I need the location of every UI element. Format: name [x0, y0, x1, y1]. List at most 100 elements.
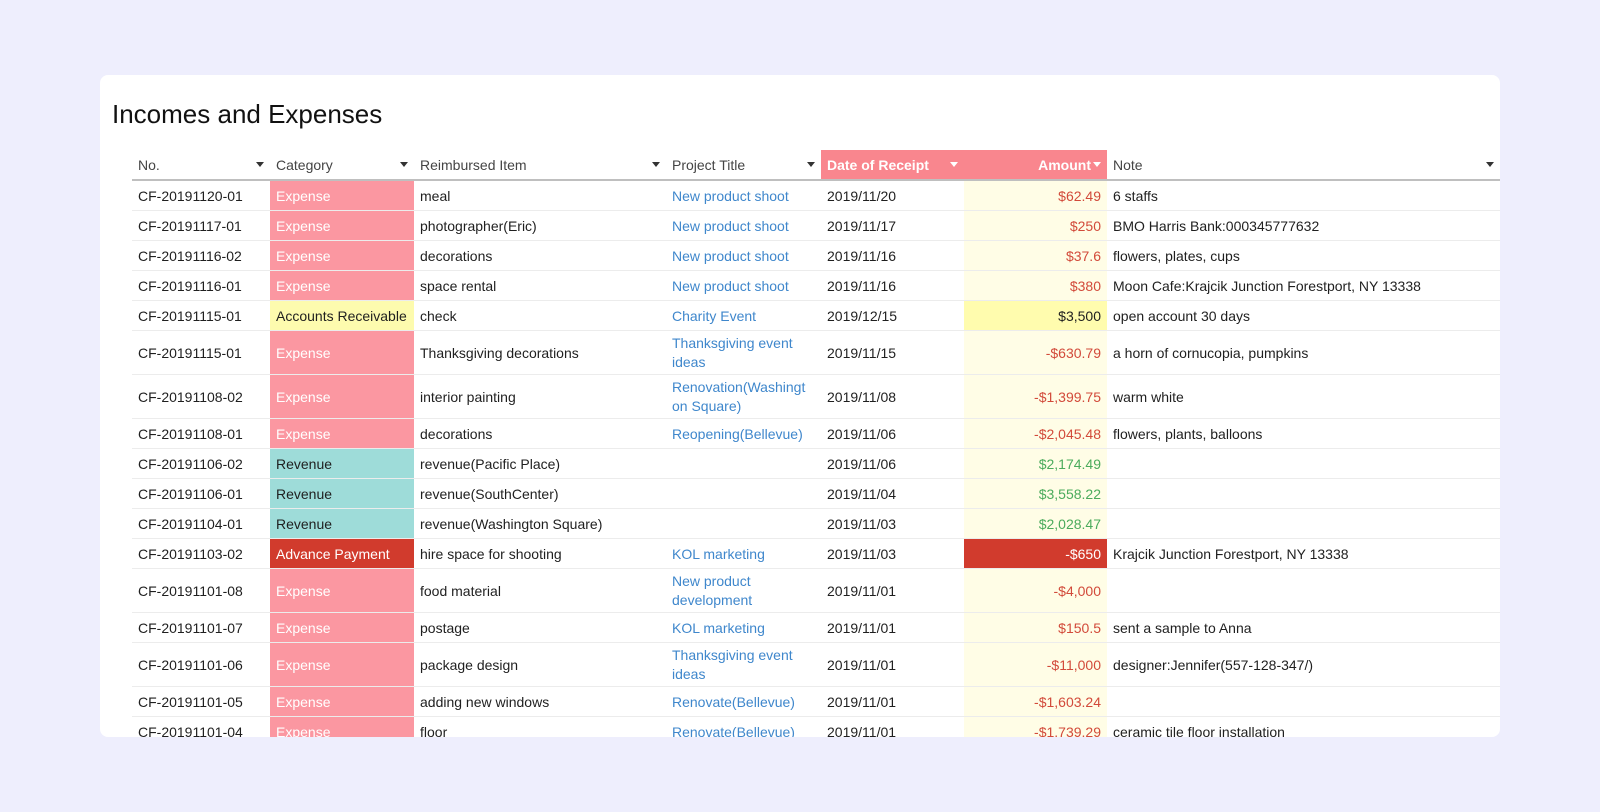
- cell-date-of-receipt[interactable]: 2019/11/16: [827, 277, 897, 294]
- cell-reimbursed-item[interactable]: interior painting: [420, 388, 516, 405]
- table-row[interactable]: CF-20191106-02 Revenue revenue(Pacific Pla…: [132, 449, 1500, 479]
- cell-project-title[interactable]: New product shoot: [672, 187, 789, 204]
- filter-dropdown-icon[interactable]: [950, 162, 958, 167]
- cell-no[interactable]: CF-20191116-01: [138, 277, 242, 294]
- table-row[interactable]: CF-20191115-01 Expense Thanksgiving decora…: [132, 331, 1500, 375]
- cell-reimbursed-item[interactable]: adding new windows: [420, 693, 550, 710]
- cell-reimbursed-item[interactable]: revenue(Washington Square): [420, 515, 603, 532]
- filter-dropdown-icon[interactable]: [256, 162, 264, 167]
- cell-date-of-receipt[interactable]: 2019/11/06: [827, 455, 897, 472]
- cell-amount[interactable]: -$4,000: [964, 569, 1107, 612]
- cell-category[interactable]: Expense: [270, 331, 414, 374]
- cell-date-of-receipt[interactable]: 2019/12/15: [827, 307, 898, 324]
- table-row[interactable]: CF-20191104-01 Revenue revenue(Washington …: [132, 509, 1500, 539]
- table-row[interactable]: CF-20191101-06 Expense package design Thank…: [132, 643, 1500, 687]
- cell-amount[interactable]: $150.5: [964, 613, 1107, 642]
- cell-category[interactable]: Expense: [270, 211, 414, 240]
- table-row[interactable]: CF-20191108-02 Expense interior painting Re…: [132, 375, 1500, 419]
- cell-category[interactable]: Expense: [270, 271, 414, 300]
- cell-reimbursed-item[interactable]: package design: [420, 656, 519, 673]
- cell-project-title[interactable]: New product shoot: [672, 247, 789, 264]
- cell-reimbursed-item[interactable]: decorations: [420, 425, 493, 442]
- cell-date-of-receipt[interactable]: 2019/11/06: [827, 425, 897, 442]
- cell-project-title[interactable]: Reopening(Bellevue): [672, 425, 803, 442]
- cell-project-title[interactable]: Renovation(Washingt on Square): [672, 378, 806, 414]
- cell-date-of-receipt[interactable]: 2019/11/17: [827, 217, 897, 234]
- cell-date-of-receipt[interactable]: 2019/11/20: [827, 187, 897, 204]
- cell-note[interactable]: warm white: [1113, 388, 1184, 405]
- cell-no[interactable]: CF-20191103-02: [138, 545, 243, 562]
- cell-no[interactable]: CF-20191101-04: [138, 723, 243, 738]
- cell-note[interactable]: ceramic tile floor installation: [1113, 723, 1285, 738]
- cell-no[interactable]: CF-20191106-01: [138, 485, 243, 502]
- cell-category[interactable]: Expense: [270, 569, 414, 612]
- table-row[interactable]: CF-20191101-04 Expense floor Renovate(Belle…: [132, 717, 1500, 737]
- cell-date-of-receipt[interactable]: 2019/11/15: [827, 344, 897, 361]
- cell-project-title[interactable]: [666, 509, 821, 538]
- cell-no[interactable]: CF-20191101-07: [138, 619, 243, 636]
- cell-reimbursed-item[interactable]: revenue(SouthCenter): [420, 485, 559, 502]
- filter-dropdown-icon[interactable]: [1093, 162, 1101, 167]
- cell-note[interactable]: flowers, plates, cups: [1113, 247, 1240, 264]
- cell-project-title[interactable]: Thanksgiving event ideas: [672, 646, 793, 682]
- table-row[interactable]: CF-20191116-02 Expense decorations New prod…: [132, 241, 1500, 271]
- cell-project-title[interactable]: Renovate(Bellevue): [672, 723, 795, 738]
- cell-note[interactable]: Moon Cafe:Krajcik Junction Forestport, N…: [1113, 277, 1421, 294]
- filter-dropdown-icon[interactable]: [652, 162, 660, 167]
- cell-no[interactable]: CF-20191115-01: [138, 344, 242, 361]
- cell-note[interactable]: sent a sample to Anna: [1113, 619, 1252, 636]
- table-row[interactable]: CF-20191108-01 Expense decorations Reopenin…: [132, 419, 1500, 449]
- cell-no[interactable]: CF-20191108-01: [138, 425, 243, 442]
- cell-no[interactable]: CF-20191104-01: [138, 515, 243, 532]
- cell-amount[interactable]: -$1,739.29: [964, 717, 1107, 737]
- table-row[interactable]: CF-20191101-05 Expense adding new windows R…: [132, 687, 1500, 717]
- cell-date-of-receipt[interactable]: 2019/11/01: [827, 582, 897, 599]
- cell-note[interactable]: [1107, 509, 1500, 538]
- cell-amount[interactable]: $3,558.22: [964, 479, 1107, 508]
- table-row[interactable]: CF-20191115-01 Accounts Receivable check Ch…: [132, 301, 1500, 331]
- cell-amount[interactable]: $2,028.47: [964, 509, 1107, 538]
- table-row[interactable]: CF-20191103-02 Advance Payment hire space …: [132, 539, 1500, 569]
- cell-project-title[interactable]: [666, 479, 821, 508]
- cell-no[interactable]: CF-20191101-06: [138, 656, 243, 673]
- cell-project-title[interactable]: KOL marketing: [672, 619, 765, 636]
- cell-no[interactable]: CF-20191101-08: [138, 582, 243, 599]
- column-header-project-title[interactable]: Project Title: [666, 150, 821, 179]
- cell-reimbursed-item[interactable]: space rental: [420, 277, 497, 294]
- filter-dropdown-icon[interactable]: [400, 162, 408, 167]
- cell-note[interactable]: flowers, plants, balloons: [1113, 425, 1263, 442]
- cell-category[interactable]: Advance Payment: [270, 539, 414, 568]
- cell-amount[interactable]: $37.6: [964, 241, 1107, 270]
- column-header-category[interactable]: Category: [270, 150, 414, 179]
- cell-category[interactable]: Revenue: [270, 509, 414, 538]
- cell-project-title[interactable]: New product development: [672, 572, 753, 608]
- cell-project-title[interactable]: Charity Event: [672, 307, 757, 324]
- cell-note[interactable]: [1107, 687, 1500, 716]
- column-header-amount[interactable]: Amount: [964, 150, 1107, 179]
- column-header-reimbursed-item[interactable]: Reimbursed Item: [414, 150, 666, 179]
- cell-category[interactable]: Revenue: [270, 479, 414, 508]
- cell-category[interactable]: Expense: [270, 717, 414, 737]
- cell-project-title[interactable]: [666, 449, 821, 478]
- cell-category[interactable]: Expense: [270, 419, 414, 448]
- cell-note[interactable]: 6 staffs: [1113, 187, 1158, 204]
- cell-date-of-receipt[interactable]: 2019/11/08: [827, 388, 897, 405]
- cell-reimbursed-item[interactable]: postage: [420, 619, 470, 636]
- cell-note[interactable]: a horn of cornucopia, pumpkins: [1113, 344, 1309, 361]
- cell-no[interactable]: CF-20191120-01: [138, 187, 243, 204]
- table-row[interactable]: CF-20191106-01 Revenue revenue(SouthCenter…: [132, 479, 1500, 509]
- cell-category[interactable]: Expense: [270, 643, 414, 686]
- cell-project-title[interactable]: New product shoot: [672, 217, 789, 234]
- cell-date-of-receipt[interactable]: 2019/11/01: [827, 619, 897, 636]
- table-row[interactable]: CF-20191101-08 Expense food material New pr…: [132, 569, 1500, 613]
- cell-category[interactable]: Expense: [270, 613, 414, 642]
- cell-note[interactable]: designer:Jennifer(557-128-347/): [1113, 656, 1314, 673]
- cell-note[interactable]: open account 30 days: [1113, 307, 1250, 324]
- cell-note[interactable]: [1107, 449, 1500, 478]
- cell-project-title[interactable]: New product shoot: [672, 277, 789, 294]
- filter-dropdown-icon[interactable]: [807, 162, 815, 167]
- cell-reimbursed-item[interactable]: photographer(Eric): [420, 217, 537, 234]
- cell-no[interactable]: CF-20191117-01: [138, 217, 242, 234]
- cell-reimbursed-item[interactable]: Thanksgiving decorations: [420, 344, 579, 361]
- cell-amount[interactable]: $62.49: [964, 181, 1107, 210]
